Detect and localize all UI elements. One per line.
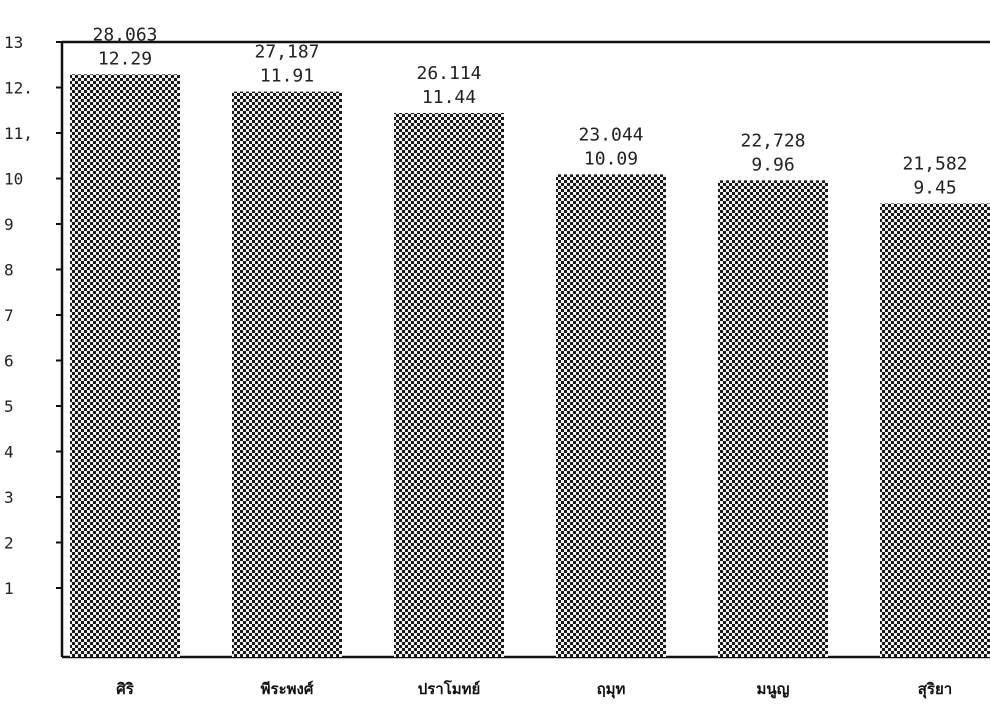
- category-labels: ศิริ พีระพงศ์ ปราโมทย์ ฤมุท มนูญ สุริยา: [116, 679, 952, 699]
- bar-value-label: 10.09: [584, 148, 638, 169]
- bar-count-label: 27,187: [254, 42, 319, 63]
- bar-count-label: 28,063: [92, 24, 157, 45]
- bar: [394, 112, 504, 658]
- y-tick-label: 3: [4, 488, 14, 507]
- y-tick-label: 13: [4, 33, 23, 52]
- bar-count-label: 21,582: [902, 154, 967, 175]
- bar-value-label: 12.29: [98, 48, 152, 69]
- bar-count-label: 26.114: [416, 63, 481, 84]
- bar-value-label: 9.96: [751, 154, 794, 175]
- y-tick-label: 5: [4, 397, 14, 416]
- category-label: ปราโมทย์: [418, 679, 481, 698]
- bar: [718, 180, 828, 657]
- y-axis-ticks: 1 2 3 4 5 6 7 8 9 10 11, 12. 13: [4, 33, 62, 598]
- bar: [232, 91, 342, 658]
- bar: [880, 203, 990, 657]
- bar: [556, 174, 666, 657]
- y-tick-label: 11,: [4, 124, 33, 143]
- category-label: พีระพงศ์: [261, 680, 314, 698]
- category-label: สุริยา: [918, 680, 952, 699]
- bar-value-label: 11.91: [260, 66, 314, 87]
- category-label: ศิริ: [116, 680, 135, 698]
- category-label: มนูญ: [757, 680, 790, 699]
- bar-count-label: 23.044: [578, 124, 643, 145]
- bar-count-label: 22,728: [740, 130, 805, 151]
- bar-value-label: 11.44: [422, 87, 476, 108]
- y-tick-label: 2: [4, 534, 14, 553]
- axes: [60, 40, 990, 659]
- y-tick-label: 4: [4, 443, 14, 462]
- y-tick-label: 8: [4, 261, 14, 280]
- y-tick-label: 6: [4, 352, 14, 371]
- bar-value-label: 9.45: [913, 178, 956, 199]
- y-tick-label: 1: [4, 579, 14, 598]
- data-labels: 28,063 12.29 27,187 11.91 26.114 11.44 23.044 1…: [92, 24, 967, 198]
- y-tick-label: 12.: [4, 79, 33, 98]
- bars: [70, 74, 990, 658]
- y-tick-label: 7: [4, 306, 14, 325]
- y-tick-label: 10: [4, 170, 23, 189]
- bar: [70, 74, 180, 658]
- y-tick-label: 9: [4, 215, 14, 234]
- category-label: ฤมุท: [597, 680, 626, 699]
